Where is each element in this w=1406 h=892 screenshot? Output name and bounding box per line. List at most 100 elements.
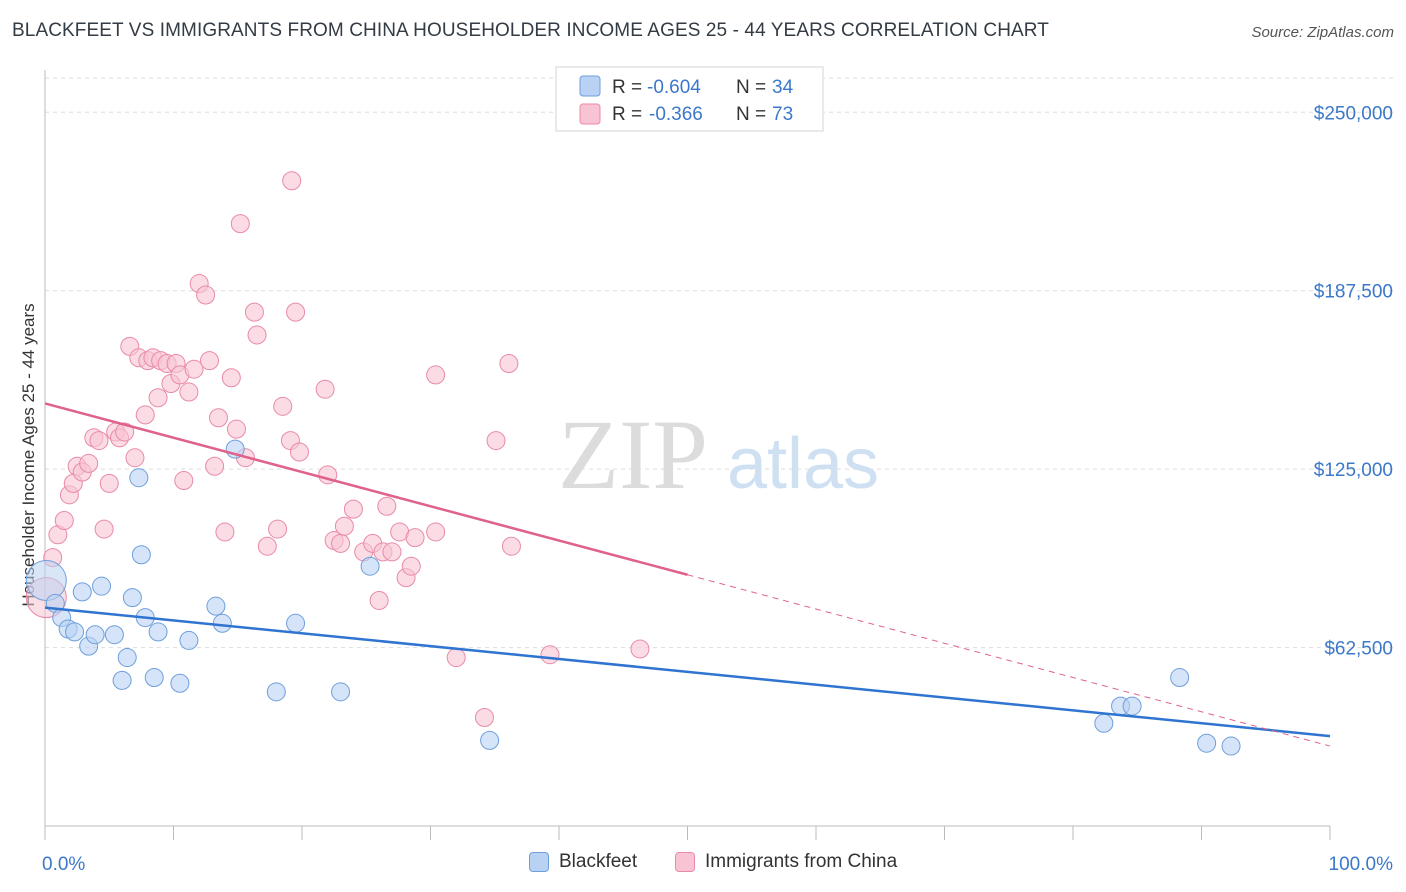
china-point bbox=[199, 351, 219, 371]
china-point bbox=[540, 645, 560, 665]
china-point bbox=[196, 285, 216, 305]
china-point bbox=[282, 171, 302, 191]
chart-title: BLACKFEET VS IMMIGRANTS FROM CHINA HOUSE… bbox=[12, 20, 1049, 41]
blackfeet-point bbox=[104, 625, 124, 645]
china-point bbox=[89, 431, 109, 451]
blackfeet-trend-line bbox=[44, 606, 1331, 738]
y-tick-label: $250,000 bbox=[1314, 103, 1393, 124]
blackfeet-point bbox=[148, 622, 168, 642]
legend-r-label-2: R = bbox=[612, 104, 642, 125]
legend-n-label-1: N = bbox=[736, 77, 766, 98]
y-tick-label: $62,500 bbox=[1324, 639, 1393, 660]
y-tick-labels: $62,500 $125,000 $187,500 $250,000 bbox=[1314, 103, 1393, 659]
blackfeet-point bbox=[65, 622, 85, 642]
blackfeet-point bbox=[170, 673, 190, 693]
blackfeet-point bbox=[360, 556, 380, 576]
legend-n-label-2: N = bbox=[736, 104, 766, 125]
bottom-swatch-blackfeet bbox=[529, 852, 549, 872]
axes bbox=[44, 70, 1331, 840]
x-tick-label-max: 100.0% bbox=[1329, 854, 1394, 875]
china-point bbox=[247, 325, 267, 345]
china-point bbox=[125, 448, 145, 468]
bottom-legend-label-blackfeet: Blackfeet bbox=[559, 851, 638, 872]
china-point bbox=[115, 422, 135, 442]
china-point bbox=[268, 519, 288, 539]
y-tick-label: $187,500 bbox=[1314, 282, 1393, 303]
china-point bbox=[94, 519, 114, 539]
legend-r-label-1: R = bbox=[612, 77, 642, 98]
blackfeet-point bbox=[206, 596, 226, 616]
china-point bbox=[215, 522, 235, 542]
trend-lines bbox=[44, 402, 1331, 747]
blackfeet-point bbox=[92, 576, 112, 596]
legend-swatch-china bbox=[579, 103, 601, 125]
blackfeet-point bbox=[122, 588, 142, 608]
blackfeet-point bbox=[112, 670, 132, 690]
blackfeet-point bbox=[331, 682, 351, 702]
legend-r-value-2: -0.366 bbox=[649, 104, 703, 125]
x-tick-label-min: 0.0% bbox=[42, 854, 85, 875]
china-point bbox=[334, 516, 354, 536]
bottom-legend-china: Immigrants from China bbox=[675, 851, 897, 873]
china-point bbox=[315, 379, 335, 399]
y-axis-label: Householder Income Ages 25 - 44 years bbox=[19, 303, 38, 606]
china-point bbox=[286, 302, 306, 322]
source-label: Source: ZipAtlas.com bbox=[1251, 24, 1394, 41]
china-trend-line-extension bbox=[687, 574, 1331, 747]
blackfeet-point bbox=[266, 682, 286, 702]
china-point bbox=[205, 456, 225, 476]
blackfeet-point bbox=[1094, 713, 1114, 733]
china-point bbox=[208, 408, 228, 428]
blackfeet-point bbox=[1122, 696, 1142, 716]
blackfeet-point bbox=[212, 613, 232, 633]
china-point bbox=[79, 453, 99, 473]
watermark-zip: ZIP bbox=[558, 399, 708, 510]
china-point bbox=[230, 214, 250, 234]
grid-lines bbox=[45, 77, 1396, 649]
bottom-legend-label-china: Immigrants from China bbox=[705, 851, 898, 872]
china-point bbox=[54, 511, 74, 531]
china-point bbox=[99, 473, 119, 493]
china-point bbox=[273, 396, 293, 416]
china-point bbox=[226, 419, 246, 439]
china-point bbox=[486, 431, 506, 451]
legend-r-value-1: -0.604 bbox=[647, 77, 701, 98]
blackfeet-point bbox=[1221, 736, 1241, 756]
china-point bbox=[257, 536, 277, 556]
legend-n-value-2: 73 bbox=[772, 104, 793, 125]
china-point bbox=[135, 405, 155, 425]
china-point bbox=[184, 359, 204, 379]
china-point bbox=[630, 639, 650, 659]
china-point bbox=[221, 368, 241, 388]
china-point bbox=[499, 353, 519, 373]
china-point bbox=[148, 388, 168, 408]
china-point bbox=[426, 522, 446, 542]
china-point bbox=[289, 442, 309, 462]
legend-n-value-1: 34 bbox=[772, 77, 794, 98]
blackfeet-point bbox=[117, 648, 137, 668]
blackfeet-point bbox=[1197, 733, 1217, 753]
china-point bbox=[382, 542, 402, 562]
legend-swatch-blackfeet bbox=[579, 75, 601, 97]
china-point bbox=[426, 365, 446, 385]
bottom-legend-blackfeet: Blackfeet bbox=[529, 851, 637, 873]
watermark-atlas: atlas bbox=[727, 424, 879, 504]
blackfeet-point bbox=[85, 625, 105, 645]
blackfeet-point bbox=[286, 613, 306, 633]
china-point bbox=[174, 471, 194, 491]
blackfeet-point bbox=[144, 668, 164, 688]
bottom-swatch-china bbox=[675, 852, 695, 872]
blackfeet-point bbox=[131, 545, 151, 565]
china-point bbox=[331, 533, 351, 553]
bottom-legend: Blackfeet Immigrants from China bbox=[0, 851, 1406, 879]
blackfeet-point bbox=[25, 559, 67, 601]
china-point bbox=[244, 302, 264, 322]
x-tick-labels: 0.0% 100.0% bbox=[42, 854, 1393, 875]
blackfeet-point bbox=[1170, 668, 1190, 688]
china-point bbox=[501, 536, 521, 556]
blackfeet-point bbox=[72, 582, 92, 602]
china-point bbox=[343, 499, 363, 519]
china-trend-line bbox=[44, 402, 688, 576]
china-point bbox=[474, 708, 494, 728]
blackfeet-point bbox=[129, 468, 149, 488]
